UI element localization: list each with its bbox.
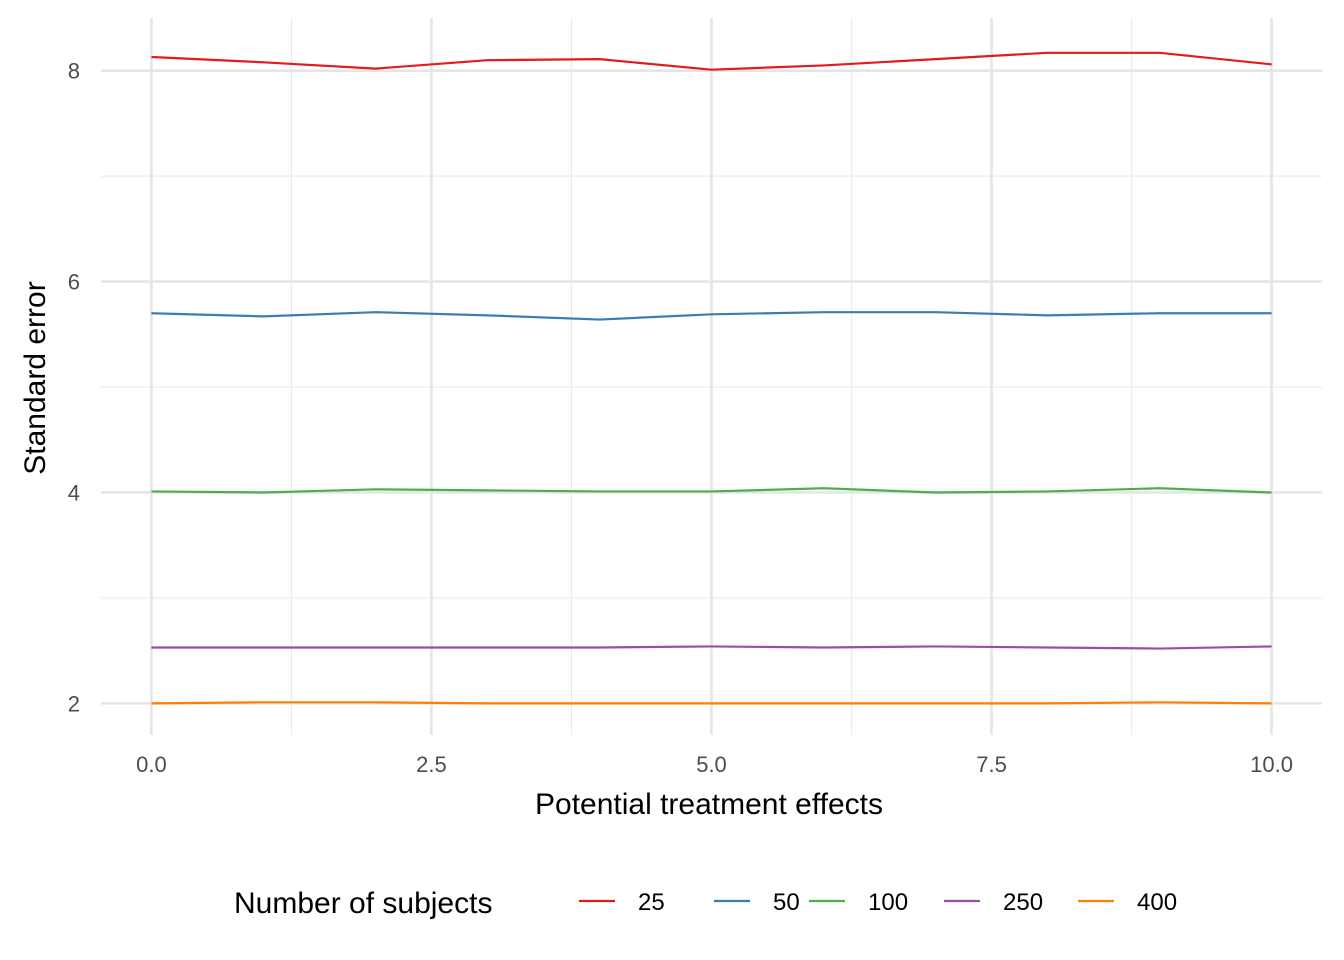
legend: Number of subjects 25 50 100 250 400 (234, 887, 1177, 920)
series-line-250 (151, 645, 1272, 650)
series-line-400 (151, 701, 1272, 705)
x-tick-label: 10.0 (1250, 752, 1293, 777)
legend-label-25: 25 (638, 889, 665, 916)
x-tick-label: 2.5 (416, 752, 447, 777)
legend-items: 25 50 100 250 400 (579, 889, 1177, 916)
legend-label-100: 100 (868, 889, 908, 916)
y-axis-tick-labels: 2 4 6 8 (68, 59, 80, 717)
series-line-100 (151, 487, 1272, 494)
legend-label-50: 50 (773, 889, 800, 916)
y-axis-title: Standard error (19, 281, 52, 474)
x-tick-label: 5.0 (696, 752, 727, 777)
x-tick-label: 0.0 (136, 752, 167, 777)
x-tick-label: 7.5 (976, 752, 1007, 777)
legend-title: Number of subjects (234, 887, 492, 920)
y-tick-label: 4 (68, 480, 80, 505)
series-line-25 (151, 51, 1272, 71)
y-tick-label: 6 (68, 270, 80, 295)
legend-label-400: 400 (1137, 889, 1177, 916)
y-tick-label: 8 (68, 59, 80, 84)
x-axis-title: Potential treatment effects (535, 788, 883, 821)
y-tick-label: 2 (68, 691, 80, 716)
legend-label-250: 250 (1003, 889, 1043, 916)
series-line-50 (151, 311, 1272, 321)
x-axis-tick-labels: 0.0 2.5 5.0 7.5 10.0 (136, 752, 1293, 777)
series-lines (151, 51, 1272, 705)
major-gridlines (101, 18, 1322, 735)
